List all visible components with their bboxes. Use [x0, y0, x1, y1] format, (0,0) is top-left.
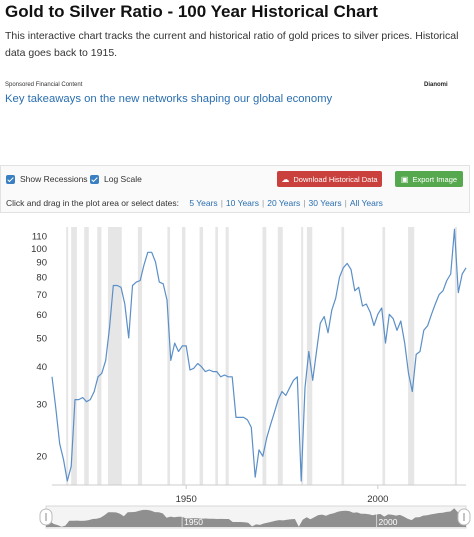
range-30-years[interactable]: 30 Years: [308, 198, 342, 208]
y-tick-label: 80: [36, 273, 47, 284]
sponsored-label: Sponsored Financial Content: [5, 82, 83, 88]
y-tick-label: 90: [36, 257, 47, 268]
recession-band: [199, 227, 204, 485]
y-tick-label: 20: [36, 452, 47, 463]
log-scale-label: Log Scale: [104, 174, 142, 184]
x-axis: 1950 2000: [176, 485, 388, 505]
recession-band: [301, 227, 304, 485]
image-icon: ▣: [400, 174, 409, 184]
recession-band: [84, 227, 89, 485]
range-10-years[interactable]: 10 Years: [225, 198, 259, 208]
y-tick-label: 110: [32, 232, 47, 243]
date-range-selector: Click and drag in the plot area or selec…: [6, 198, 383, 208]
show-recessions-toggle[interactable]: Show Recessions: [6, 174, 88, 184]
range-5-years[interactable]: 5 Years: [189, 198, 218, 208]
download-button-label: Download Historical Data: [293, 174, 378, 184]
recession-band: [167, 227, 171, 485]
download-historical-data-button[interactable]: ☁ Download Historical Data: [277, 171, 382, 187]
recession-bands: [66, 227, 457, 485]
recession-band: [97, 227, 102, 485]
ad-link[interactable]: Key takeaways on the new networks shapin…: [5, 93, 333, 105]
page-description: This interactive chart tracks the curren…: [5, 30, 459, 59]
y-tick-label: 100: [31, 244, 47, 255]
show-recessions-label: Show Recessions: [20, 174, 88, 184]
recession-band: [382, 227, 386, 485]
recession-band: [107, 227, 122, 485]
chart-toolbar: Show Recessions Log Scale ☁ Download His…: [0, 165, 470, 213]
x-tick-label: 2000: [367, 494, 388, 505]
range-navigator[interactable]: 1950 2000: [39, 505, 471, 529]
y-tick-label: 60: [36, 310, 47, 321]
recession-band: [408, 227, 415, 485]
checkbox-checked-icon[interactable]: [6, 174, 15, 184]
cloud-download-icon: ☁: [281, 174, 290, 184]
x-tick-label: 1950: [176, 494, 197, 505]
ratio-series-line: [51, 228, 467, 482]
page-title: Gold to Silver Ratio - 100 Year Historic…: [5, 2, 378, 21]
y-tick-label: 30: [36, 399, 47, 410]
y-tick-label: 40: [36, 362, 47, 373]
recession-band: [215, 227, 218, 485]
recession-band: [137, 227, 143, 485]
recession-band: [277, 227, 283, 485]
range-20-years[interactable]: 20 Years: [267, 198, 301, 208]
range-all-years[interactable]: All Years: [349, 198, 383, 208]
log-scale-toggle[interactable]: Log Scale: [90, 174, 142, 184]
recession-band: [341, 227, 345, 485]
navigator-tick-label: 1950: [184, 517, 203, 527]
export-image-button[interactable]: ▣ Export Image: [395, 171, 463, 187]
navigator-series-area: [46, 508, 466, 527]
y-tick-label: 50: [36, 333, 47, 344]
export-button-label: Export Image: [412, 174, 458, 184]
y-tick-label: 70: [36, 290, 47, 301]
navigator-tick-label: 2000: [379, 517, 398, 527]
dates-prompt: Click and drag in the plot area or selec…: [6, 198, 179, 208]
recession-band: [181, 227, 186, 485]
recession-band: [454, 227, 457, 485]
recession-band: [225, 227, 229, 485]
recession-band: [66, 227, 69, 485]
navigator-ticks: 1950 2000: [181, 513, 398, 527]
ad-brand-logo[interactable]: Dianomi: [424, 82, 448, 88]
recession-band: [71, 227, 77, 485]
recession-band: [262, 227, 267, 485]
checkbox-checked-icon[interactable]: [90, 174, 99, 184]
